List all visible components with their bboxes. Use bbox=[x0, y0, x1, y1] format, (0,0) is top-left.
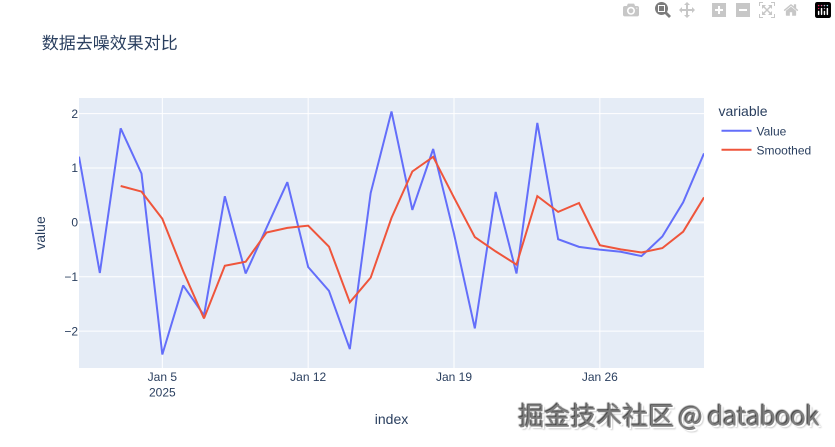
svg-text:Smoothed: Smoothed bbox=[757, 143, 812, 157]
svg-text:value: value bbox=[32, 216, 48, 250]
svg-text:Jan 26: Jan 26 bbox=[582, 370, 618, 384]
svg-text:variable: variable bbox=[719, 103, 768, 119]
svg-text:−2: −2 bbox=[64, 324, 78, 338]
svg-text:index: index bbox=[375, 411, 408, 427]
svg-text:0: 0 bbox=[71, 216, 78, 230]
svg-text:−1: −1 bbox=[64, 270, 78, 284]
svg-text:Value: Value bbox=[757, 124, 787, 138]
svg-text:Jan 12: Jan 12 bbox=[290, 370, 326, 384]
svg-text:Jan 19: Jan 19 bbox=[436, 370, 472, 384]
svg-text:2: 2 bbox=[71, 107, 78, 121]
svg-text:1: 1 bbox=[71, 161, 78, 175]
